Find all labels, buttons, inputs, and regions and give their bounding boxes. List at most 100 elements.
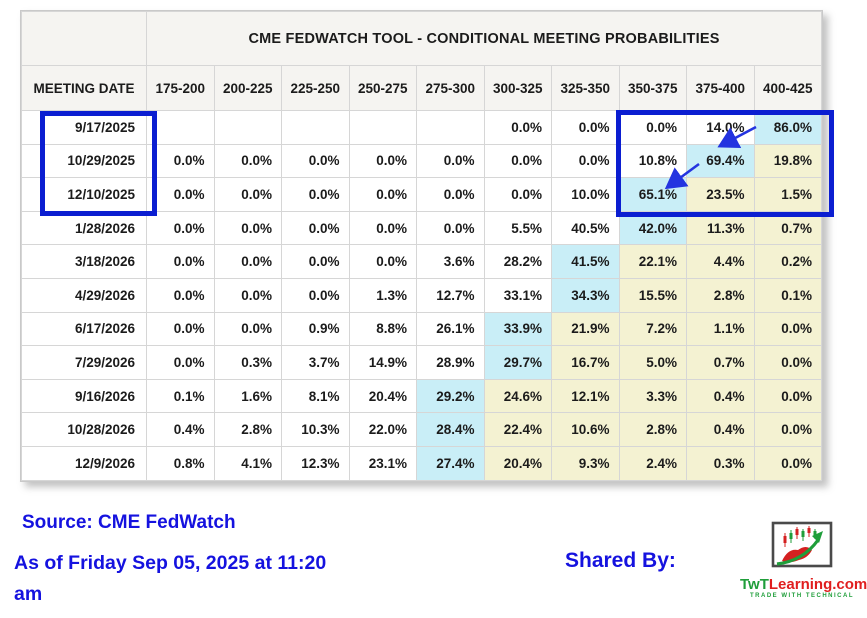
as-of-timestamp: As of Friday Sep 05, 2025 at 11:20 am (14, 552, 327, 605)
rate-range-header: 225-250 (281, 65, 350, 111)
probability-cell: 16.7% (551, 345, 620, 380)
probability-cell: 1.6% (213, 378, 282, 414)
probability-cell: 0.3% (213, 345, 282, 380)
table-row: 4/29/2026 0.0% 0.0% 0.0% 1.3% 12.7% 33.1% 34.3%… (21, 277, 823, 313)
probability-cell: 0.0% (213, 244, 282, 279)
probability-cell: 0.0% (348, 143, 417, 179)
probability-cell: 23.1% (348, 445, 417, 481)
probability-table: CME FEDWATCH TOOL - CONDITIONAL MEETING … (20, 10, 824, 482)
probability-cell: 0.4% (146, 412, 215, 447)
table-row: 7/29/2026 0.0% 0.3% 3.7% 14.9% 28.9% 29.7% 16.7… (21, 345, 823, 380)
probability-cell: 0.0% (753, 345, 823, 380)
probability-cell: 0.0% (416, 210, 485, 246)
probability-cell: 0.0% (348, 177, 417, 212)
probability-cell: 2.8% (686, 277, 755, 313)
probability-cell: 0.0% (146, 210, 215, 246)
probability-cell: 28.2% (483, 244, 552, 279)
probability-cell: 2.8% (618, 412, 687, 447)
probability-cell: 0.0% (281, 277, 350, 313)
probability-cell: 8.8% (348, 311, 417, 347)
probability-cell: 21.9% (551, 311, 620, 347)
probability-cell: 0.0% (146, 311, 215, 347)
logo-wordmark: TwTLearning.com (740, 576, 867, 593)
probability-cell: 19.8% (753, 143, 823, 179)
probability-cell: 1.5% (753, 177, 823, 212)
probability-cell: 0.0% (618, 110, 687, 145)
probability-cell: 0.9% (281, 311, 350, 347)
probability-cell: 28.4% (416, 412, 485, 447)
rate-range-header: 400-425 (753, 65, 823, 111)
meeting-date-cell: 10/28/2026 (21, 412, 147, 447)
probability-cell: 0.0% (753, 412, 823, 447)
probability-cell: 0.3% (686, 445, 755, 481)
rate-range-header: 350-375 (618, 65, 687, 111)
meeting-date-cell: 3/18/2026 (21, 244, 147, 279)
candlestick-chart-icon (771, 521, 833, 568)
probability-cell: 4.1% (213, 445, 282, 481)
logo-text-red: Learning.com (768, 576, 867, 593)
rate-range-header: 175-200 (146, 65, 215, 111)
probability-cell: 0.0% (146, 143, 215, 179)
probability-cell: 0.4% (686, 378, 755, 414)
probability-cell: 23.5% (686, 177, 755, 212)
probability-cell: 15.5% (618, 277, 687, 313)
probability-cell: 0.0% (753, 311, 823, 347)
probability-cell: 10.3% (281, 412, 350, 447)
rate-range-header: 200-225 (213, 65, 282, 111)
probability-cell: 86.0% (753, 110, 823, 145)
meeting-date-cell: 7/29/2026 (21, 345, 147, 380)
probability-cell: 0.0% (281, 143, 350, 179)
probability-cell (281, 110, 350, 145)
probability-cell: 0.0% (146, 277, 215, 313)
probability-cell: 5.5% (483, 210, 552, 246)
rate-range-header: 250-275 (348, 65, 417, 111)
rate-range-header: 300-325 (483, 65, 552, 111)
probability-cell: 14.0% (686, 110, 755, 145)
probability-cell: 29.7% (483, 345, 552, 380)
probability-cell (213, 110, 282, 145)
logo-tagline: TRADE WITH TECHNICAL (750, 593, 854, 599)
meeting-rows: 9/17/2025 0.0% 0.0% 0.0% 14.0% 86.0% 10/29/202… (21, 110, 823, 481)
probability-cell: 0.0% (281, 177, 350, 212)
probability-cell: 0.0% (416, 177, 485, 212)
probability-cell: 0.0% (281, 244, 350, 279)
logo-text-green: TwT (740, 576, 769, 593)
probability-cell: 0.0% (483, 110, 552, 145)
table-row: 1/28/2026 0.0% 0.0% 0.0% 0.0% 0.0% 5.5% 40.5% 42… (21, 210, 823, 246)
table-row: 10/28/2026 0.4% 2.8% 10.3% 22.0% 28.4% 22.4% 10… (21, 412, 823, 447)
probability-cell: 1.1% (686, 311, 755, 347)
table-row: 12/9/2026 0.8% 4.1% 12.3% 23.1% 27.4% 20.4% 9.3… (21, 445, 823, 481)
meeting-date-cell: 9/17/2025 (21, 110, 147, 145)
probability-cell: 42.0% (618, 210, 687, 246)
table-title-row: CME FEDWATCH TOOL - CONDITIONAL MEETING … (21, 11, 823, 66)
probability-cell: 9.3% (551, 445, 620, 481)
probability-cell: 8.1% (281, 378, 350, 414)
table-row: 3/18/2026 0.0% 0.0% 0.0% 0.0% 3.6% 28.2% 41.5% 2… (21, 244, 823, 279)
probability-cell (146, 110, 215, 145)
rate-range-header: 275-300 (416, 65, 485, 111)
probability-cell: 10.6% (551, 412, 620, 447)
probability-cell: 4.4% (686, 244, 755, 279)
probability-cell (416, 110, 485, 145)
probability-cell: 0.0% (213, 311, 282, 347)
table-row: 10/29/2025 0.0% 0.0% 0.0% 0.0% 0.0% 0.0% 0.0% 10… (21, 143, 823, 179)
probability-cell: 0.0% (483, 143, 552, 179)
probability-cell: 0.0% (213, 277, 282, 313)
probability-cell: 40.5% (551, 210, 620, 246)
probability-cell: 7.2% (618, 311, 687, 347)
probability-cell: 27.4% (416, 445, 485, 481)
table-row: 6/17/2026 0.0% 0.0% 0.9% 8.8% 26.1% 33.9% 21.9%… (21, 311, 823, 347)
probability-cell: 2.8% (213, 412, 282, 447)
rate-header-row: MEETING DATE 175-200 200-225 225-250 250-27… (21, 65, 823, 111)
rate-range-header: 375-400 (686, 65, 755, 111)
probability-cell: 0.0% (753, 378, 823, 414)
probability-cell: 0.4% (686, 412, 755, 447)
probability-cell: 0.0% (551, 143, 620, 179)
meeting-date-cell: 10/29/2025 (21, 143, 147, 179)
probability-cell: 10.8% (618, 143, 687, 179)
source-label: Source: CME FedWatch (22, 512, 236, 533)
probability-cell: 24.6% (483, 378, 552, 414)
probability-cell (348, 110, 417, 145)
probability-cell: 0.7% (686, 345, 755, 380)
